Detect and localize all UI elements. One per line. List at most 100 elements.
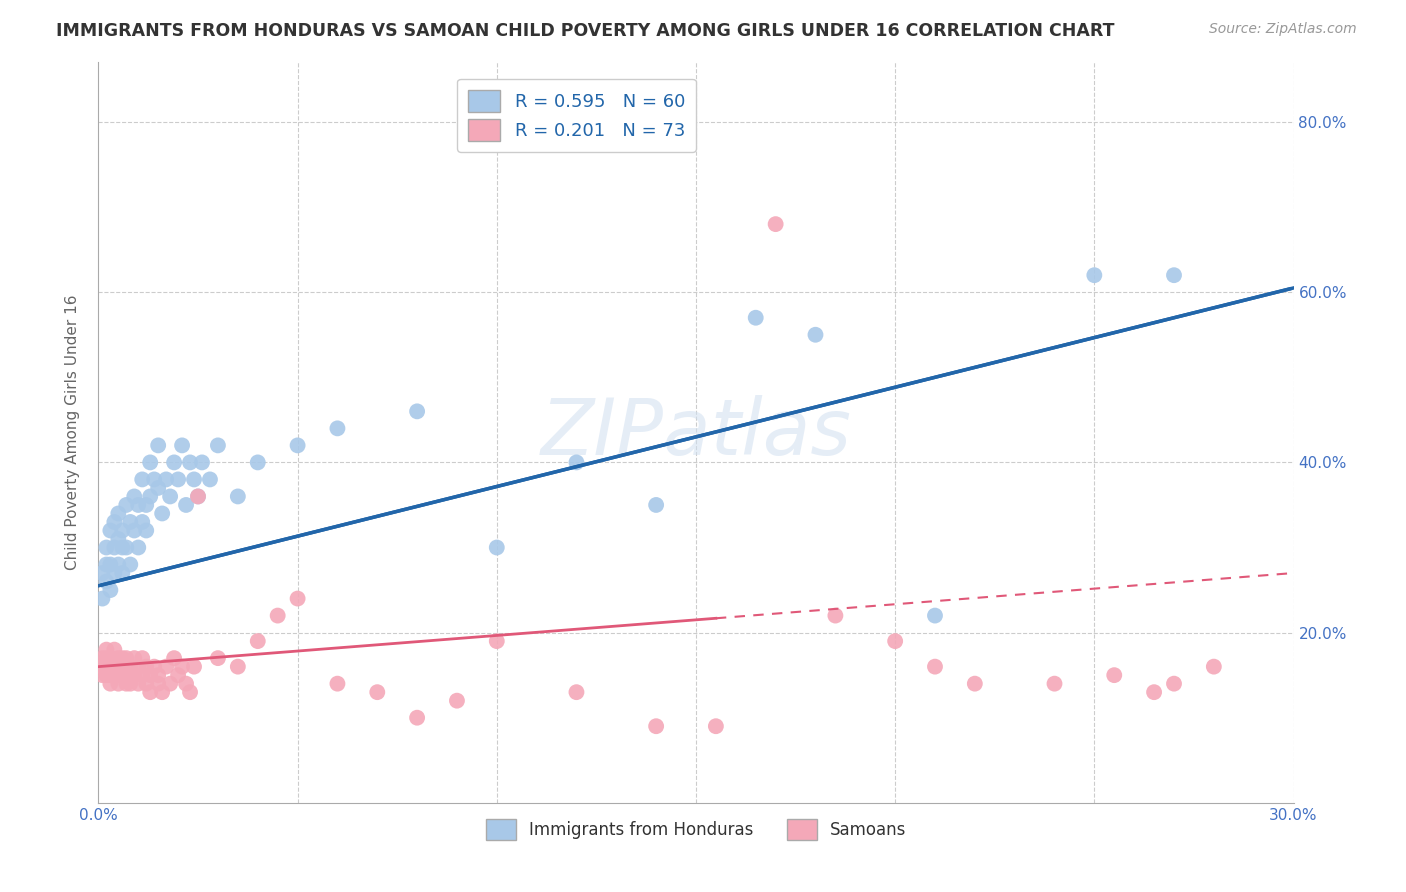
Point <box>96 651 118 665</box>
Point <box>172 659 194 673</box>
Point <box>91 651 114 665</box>
Point <box>179 685 201 699</box>
Point <box>135 524 157 538</box>
Y-axis label: Child Poverty Among Girls Under 16: Child Poverty Among Girls Under 16 <box>65 295 80 570</box>
Point <box>366 685 388 699</box>
Point <box>107 659 129 673</box>
Text: ZIPatlas: ZIPatlas <box>540 394 852 471</box>
Point <box>91 591 114 606</box>
Point <box>115 541 138 555</box>
Point <box>107 676 129 690</box>
Point <box>179 455 201 469</box>
Point <box>120 659 142 673</box>
Point <box>139 685 162 699</box>
Point <box>107 532 129 546</box>
Point <box>96 659 118 673</box>
Point <box>326 676 349 690</box>
Point <box>115 676 138 690</box>
Point <box>1163 676 1185 690</box>
Point <box>120 676 142 690</box>
Point <box>135 659 157 673</box>
Point <box>704 719 727 733</box>
Point <box>159 676 181 690</box>
Point <box>103 668 125 682</box>
Point <box>127 676 149 690</box>
Point <box>191 455 214 469</box>
Point <box>127 541 149 555</box>
Point <box>155 472 177 486</box>
Point <box>172 438 194 452</box>
Point <box>135 498 157 512</box>
Point <box>111 524 134 538</box>
Point <box>131 651 153 665</box>
Point <box>111 668 134 682</box>
Point <box>765 217 787 231</box>
Point <box>91 668 114 682</box>
Point <box>824 608 846 623</box>
Point <box>98 558 122 572</box>
Point <box>167 668 190 682</box>
Point <box>124 524 146 538</box>
Point <box>174 498 197 512</box>
Point <box>406 404 429 418</box>
Point <box>924 659 946 673</box>
Point <box>98 668 122 682</box>
Legend: Immigrants from Honduras, Samoans: Immigrants from Honduras, Samoans <box>479 813 912 847</box>
Point <box>924 608 946 623</box>
Point <box>91 659 114 673</box>
Point <box>124 651 146 665</box>
Point <box>103 642 125 657</box>
Point <box>1143 685 1166 699</box>
Point <box>124 668 146 682</box>
Point <box>98 676 122 690</box>
Point <box>326 421 349 435</box>
Point <box>115 651 138 665</box>
Point <box>267 608 290 623</box>
Point <box>107 507 129 521</box>
Point <box>163 455 186 469</box>
Point <box>187 490 209 504</box>
Point <box>963 676 986 690</box>
Point <box>207 651 229 665</box>
Point <box>167 472 190 486</box>
Point <box>115 498 138 512</box>
Point <box>1202 659 1225 673</box>
Point <box>143 472 166 486</box>
Point <box>159 490 181 504</box>
Point <box>139 668 162 682</box>
Point <box>1163 268 1185 283</box>
Point <box>226 490 249 504</box>
Point <box>246 634 269 648</box>
Point <box>207 438 229 452</box>
Point <box>226 659 249 673</box>
Point <box>98 651 122 665</box>
Point <box>150 685 173 699</box>
Point <box>198 472 221 486</box>
Point <box>148 481 170 495</box>
Point <box>183 472 205 486</box>
Point <box>131 515 153 529</box>
Point <box>1104 668 1126 682</box>
Point <box>107 558 129 572</box>
Point <box>1083 268 1105 283</box>
Point <box>111 541 134 555</box>
Point <box>406 711 429 725</box>
Point <box>120 668 142 682</box>
Point <box>1043 676 1066 690</box>
Point <box>107 668 129 682</box>
Point <box>287 438 309 452</box>
Point <box>98 582 122 597</box>
Point <box>565 685 588 699</box>
Point <box>287 591 309 606</box>
Point <box>884 634 907 648</box>
Point <box>150 507 173 521</box>
Point <box>804 327 827 342</box>
Point <box>446 694 468 708</box>
Point <box>120 558 142 572</box>
Point <box>96 558 118 572</box>
Point <box>98 659 122 673</box>
Point <box>111 566 134 580</box>
Point <box>131 472 153 486</box>
Point <box>103 515 125 529</box>
Point <box>163 651 186 665</box>
